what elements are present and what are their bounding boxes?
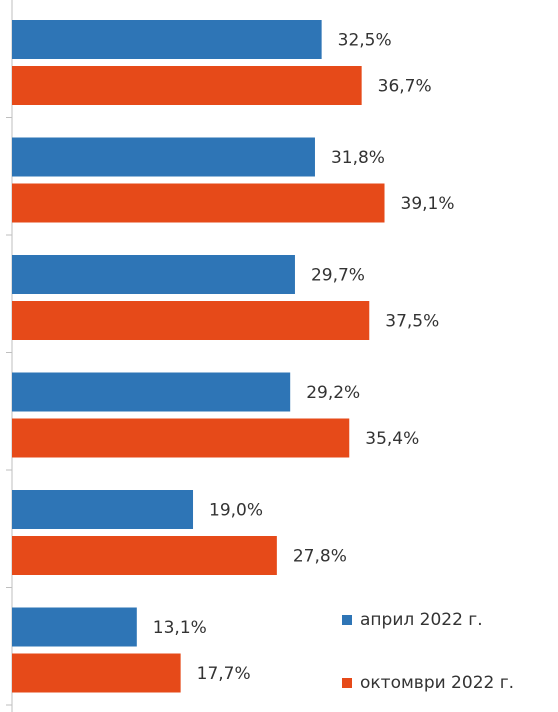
bar-april (12, 20, 322, 59)
legend-swatch-april (342, 615, 352, 625)
legend-swatch-october (342, 678, 352, 688)
bar-october (12, 536, 277, 575)
data-label-october: 37,5% (385, 312, 439, 332)
legend-item-april: април 2022 г. (342, 610, 483, 630)
data-label-october: 17,7% (197, 664, 251, 684)
data-label-april: 31,8% (331, 148, 385, 168)
bar-april (12, 490, 194, 529)
data-label-april: 32,5% (338, 31, 392, 51)
bar-april (12, 137, 315, 177)
data-label-october: 35,4% (365, 429, 419, 449)
legend-label-april: април 2022 г. (360, 610, 483, 630)
bar-october (12, 418, 350, 458)
bar-april (12, 255, 295, 294)
data-label-april: 19,0% (209, 501, 263, 521)
data-label-april: 29,2% (306, 383, 360, 403)
legend-item-october: октомври 2022 г. (342, 673, 514, 693)
bar-october (12, 301, 370, 340)
data-label-april: 29,7% (311, 266, 365, 286)
bar-october (12, 653, 181, 693)
data-label-october: 39,1% (401, 194, 455, 214)
bar-april (12, 607, 137, 647)
bar-october (12, 66, 362, 105)
data-label-october: 36,7% (378, 77, 432, 97)
bar-april (12, 372, 291, 412)
data-label-april: 13,1% (153, 618, 207, 638)
legend-label-october: октомври 2022 г. (360, 673, 515, 693)
bar-october (12, 183, 385, 223)
data-label-october: 27,8% (293, 547, 347, 567)
